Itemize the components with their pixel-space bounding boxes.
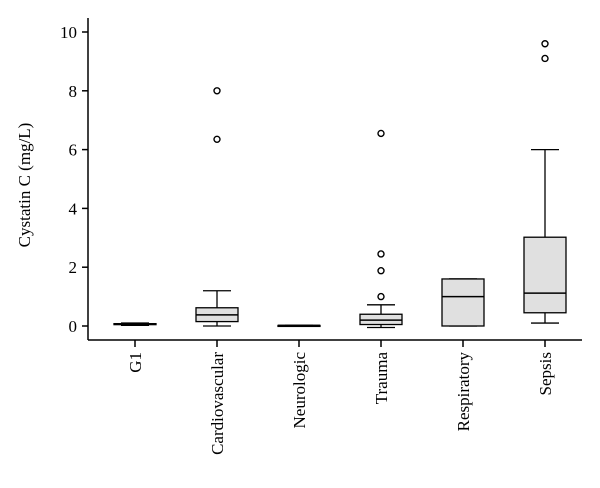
iqr-box [441, 278, 485, 327]
outlier-point [541, 54, 549, 63]
box-g1 [113, 322, 157, 327]
box-trauma [359, 129, 403, 329]
y-tick-label: 10 [60, 23, 77, 42]
x-tick-label: G1 [126, 352, 145, 373]
x-tick-label: Respiratory [454, 352, 473, 432]
box-sepsis [523, 40, 567, 324]
outlier-point [541, 40, 549, 48]
outlier-point [213, 135, 221, 144]
y-axis-title: Cystatin C (mg/L) [15, 123, 34, 248]
x-tick-label: Cardiovascular [208, 352, 227, 455]
outlier-point [213, 87, 221, 95]
outlier-point [377, 267, 385, 275]
outlier-point [377, 129, 385, 138]
y-tick-label: 4 [69, 199, 78, 218]
y-tick-label: 2 [69, 258, 78, 277]
box-cardiovascular [195, 87, 239, 327]
x-tick-label: Sepsis [536, 352, 555, 395]
box-neurologic [277, 324, 321, 328]
box-respiratory [441, 278, 485, 327]
axes: 0 2 4 6 8 10 G1 Cardiovascular Neurologic Trauma R… [60, 18, 582, 455]
outlier-point [377, 292, 385, 301]
outlier-point [377, 250, 385, 258]
x-tick-label: Neurologic [290, 352, 309, 429]
x-tick-label: Trauma [372, 352, 391, 405]
y-tick-label: 0 [69, 317, 78, 336]
iqr-box [523, 236, 567, 314]
y-tick-label: 8 [69, 82, 78, 101]
boxes [113, 40, 567, 329]
y-tick-label: 6 [69, 141, 78, 160]
